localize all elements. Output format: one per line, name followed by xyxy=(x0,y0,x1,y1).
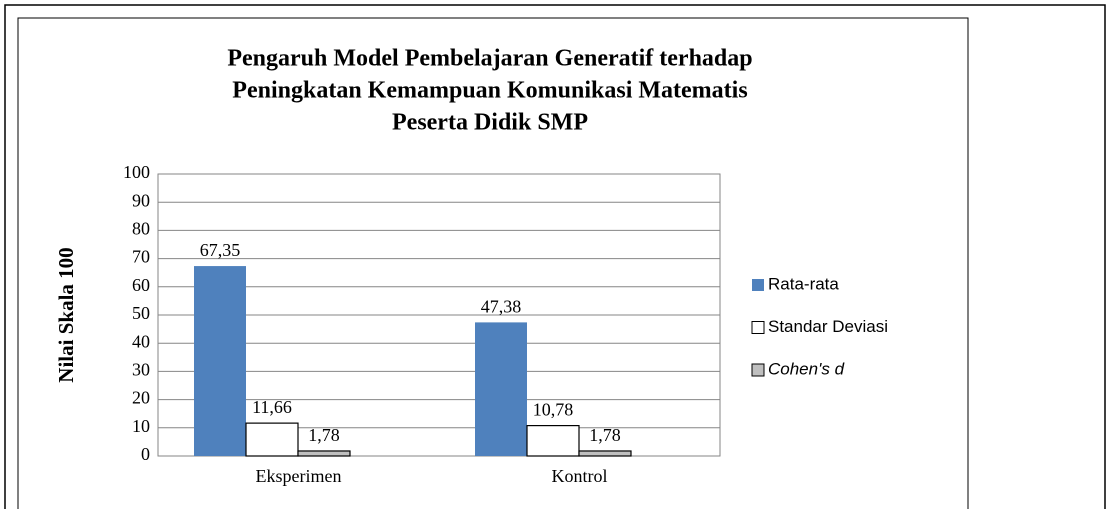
chart-title: Pengaruh Model Pembelajaran Generatif te… xyxy=(227,46,752,72)
x-tick-label: Kontrol xyxy=(552,466,608,486)
bar xyxy=(245,422,299,457)
y-tick-label: 40 xyxy=(132,331,150,351)
chart-frame xyxy=(17,17,969,509)
y-tick-label: 50 xyxy=(132,303,150,323)
bar xyxy=(526,425,580,457)
y-tick-label: 20 xyxy=(132,388,150,408)
value-label: 47,38 xyxy=(481,297,522,317)
y-tick-label: 80 xyxy=(132,219,150,239)
bar xyxy=(578,450,632,457)
y-tick-label: 100 xyxy=(123,162,150,182)
plot-border xyxy=(157,173,721,457)
bar xyxy=(475,322,527,456)
x-tick-label: Eksperimen xyxy=(256,466,342,486)
chart-title: Peningkatan Kemampuan Komunikasi Matemat… xyxy=(232,78,747,104)
value-label: 10,78 xyxy=(533,400,574,420)
legend-label: Standar Deviasi xyxy=(768,317,888,336)
value-label: 1,78 xyxy=(589,425,621,445)
y-tick-label: 90 xyxy=(132,190,150,210)
bar xyxy=(297,450,351,457)
y-tick-label: 60 xyxy=(132,275,150,295)
page-frame xyxy=(4,4,1106,509)
y-tick-label: 10 xyxy=(132,416,150,436)
y-tick-label: 70 xyxy=(132,247,150,267)
y-tick-label: 30 xyxy=(132,360,150,380)
value-label: 11,66 xyxy=(252,397,292,417)
y-axis-label: Nilai Skala 100 xyxy=(54,247,78,382)
legend-label: Rata-rata xyxy=(768,274,839,293)
value-label: 1,78 xyxy=(308,425,340,445)
value-label: 67,35 xyxy=(200,240,241,260)
legend-swatch xyxy=(752,279,764,291)
legend-swatch xyxy=(751,363,765,377)
bar xyxy=(194,266,246,456)
y-tick-label: 0 xyxy=(141,444,150,464)
chart-title: Peserta Didik SMP xyxy=(392,110,588,136)
legend-label: Cohen's d xyxy=(768,359,845,378)
legend-swatch xyxy=(751,321,765,334)
